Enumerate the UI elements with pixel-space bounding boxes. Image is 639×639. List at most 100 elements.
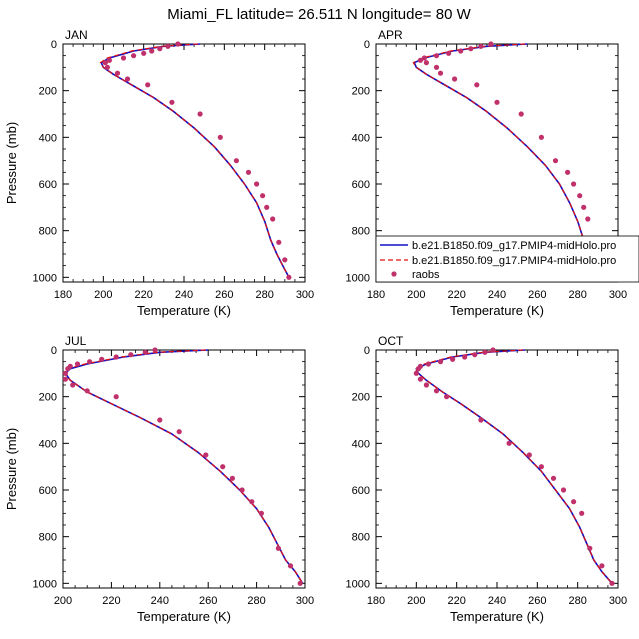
- raobs-point: [538, 134, 545, 140]
- y-tick-label: 0: [51, 39, 57, 51]
- legend: b.e21.B1850.f09_g17.PMIP4-midHolo.pro b.e…: [375, 235, 639, 283]
- raobs-point: [506, 440, 512, 446]
- raobs-point: [65, 366, 71, 372]
- x-tick-label: 180: [367, 289, 385, 301]
- raobs-point: [423, 60, 429, 66]
- x-axis-label: Temperature (K): [137, 303, 231, 318]
- raobs-point: [490, 347, 496, 353]
- raobs-point: [169, 99, 175, 105]
- raobs-point: [233, 158, 239, 164]
- raobs-point: [62, 376, 68, 382]
- x-tick-label: 260: [199, 595, 217, 607]
- raobs-point: [260, 193, 266, 199]
- x-tick-label: 280: [255, 289, 273, 301]
- x-tick-label: 280: [568, 595, 586, 607]
- raobs-point: [258, 510, 264, 516]
- x-axis-label: Temperature (K): [450, 303, 544, 318]
- raobs-point: [165, 43, 171, 49]
- raobs-point: [494, 99, 500, 105]
- raobs-point: [415, 366, 421, 372]
- panel-title: OCT: [378, 334, 404, 348]
- raobs-point: [474, 82, 480, 88]
- raobs-point: [145, 82, 151, 88]
- legend-label: b.e21.B1850.f09_g17.PMIP4-midHolo.pro: [412, 255, 616, 267]
- y-tick-label: 600: [39, 485, 57, 497]
- panel-title: APR: [378, 28, 403, 42]
- x-tick-label: 300: [609, 289, 627, 301]
- x-tick-label: 300: [296, 595, 314, 607]
- x-tick-label: 240: [488, 595, 506, 607]
- raobs-point: [142, 349, 148, 355]
- figure-title: Miami_FL latitude= 26.511 N longitude= 8…: [167, 6, 471, 23]
- panel-jan: 180 200 220 240 260 280 300 0 200 400 600 800 1000 JA…: [4, 28, 314, 318]
- plot-frame: [62, 349, 306, 589]
- raobs-point: [87, 359, 93, 365]
- x-tick-label: 260: [528, 595, 546, 607]
- x-axis-label: Temperature (K): [450, 609, 544, 624]
- y-tick-label: 400: [352, 438, 370, 450]
- x-tick-label: 220: [134, 289, 152, 301]
- raobs-point: [538, 464, 545, 470]
- raobs-point: [128, 352, 134, 358]
- y-tick-label: 0: [51, 345, 57, 357]
- y-tick-label: 600: [352, 179, 370, 191]
- x-tick-label: 180: [54, 289, 72, 301]
- raobs-point: [270, 216, 276, 222]
- plot-frame: [62, 43, 306, 283]
- raobs-point: [149, 48, 155, 54]
- raobs-point: [70, 382, 76, 388]
- raobs-point: [275, 545, 281, 551]
- raobs-point: [254, 181, 260, 187]
- raobs-point: [229, 475, 235, 481]
- x-tick-label: 300: [609, 595, 627, 607]
- raobs-point: [609, 580, 615, 586]
- legend-label: raobs: [412, 269, 440, 281]
- y-tick-label: 1000: [33, 272, 57, 284]
- y-tick-label: 800: [39, 532, 57, 544]
- x-tick-label: 200: [407, 289, 425, 301]
- y-tick-label: 200: [39, 86, 57, 98]
- raobs-point: [276, 239, 282, 245]
- raobs-point: [518, 111, 524, 117]
- raobs-point: [571, 181, 577, 187]
- raobs-point: [175, 41, 181, 47]
- raobs-point: [437, 359, 444, 365]
- y-tick-label: 1000: [346, 578, 370, 590]
- raobs-point: [62, 370, 68, 376]
- y-axis-label: Pressure (mb): [4, 428, 19, 510]
- raobs-point: [452, 76, 458, 82]
- raobs-point: [203, 452, 209, 458]
- raobs-point: [114, 70, 121, 76]
- raobs-point: [157, 46, 163, 52]
- x-tick-label: 200: [407, 595, 425, 607]
- x-tick-label: 280: [568, 289, 586, 301]
- x-tick-label: 220: [447, 595, 465, 607]
- raobs-point: [579, 510, 585, 516]
- raobs-point: [102, 60, 108, 66]
- x-tick-label: 260: [215, 289, 233, 301]
- raobs-point: [152, 347, 158, 353]
- raobs-point: [282, 257, 288, 263]
- x-tick-label: 300: [296, 289, 314, 301]
- x-tick-label: 180: [367, 595, 385, 607]
- y-tick-label: 600: [39, 179, 57, 191]
- raobs-point: [462, 354, 468, 360]
- x-tick-label: 200: [54, 595, 72, 607]
- y-tick-label: 600: [352, 485, 370, 497]
- raobs-point: [286, 274, 292, 280]
- y-tick-label: 400: [352, 132, 370, 144]
- raobs-point: [433, 53, 440, 59]
- y-tick-label: 0: [364, 345, 370, 357]
- raobs-point: [482, 349, 488, 355]
- raobs-point: [124, 76, 131, 82]
- x-tick-label: 200: [94, 289, 112, 301]
- series-line-dashed: [63, 349, 304, 584]
- x-tick-label: 240: [151, 595, 169, 607]
- raobs-point: [141, 50, 147, 56]
- raobs-point: [120, 55, 127, 61]
- y-tick-label: 0: [364, 39, 370, 51]
- legend-label: b.e21.B1850.f09_g17.PMIP4-midHolo.pro: [412, 240, 616, 252]
- raobs-point: [425, 361, 431, 367]
- raobs-point: [113, 354, 119, 360]
- raobs-point: [417, 376, 423, 382]
